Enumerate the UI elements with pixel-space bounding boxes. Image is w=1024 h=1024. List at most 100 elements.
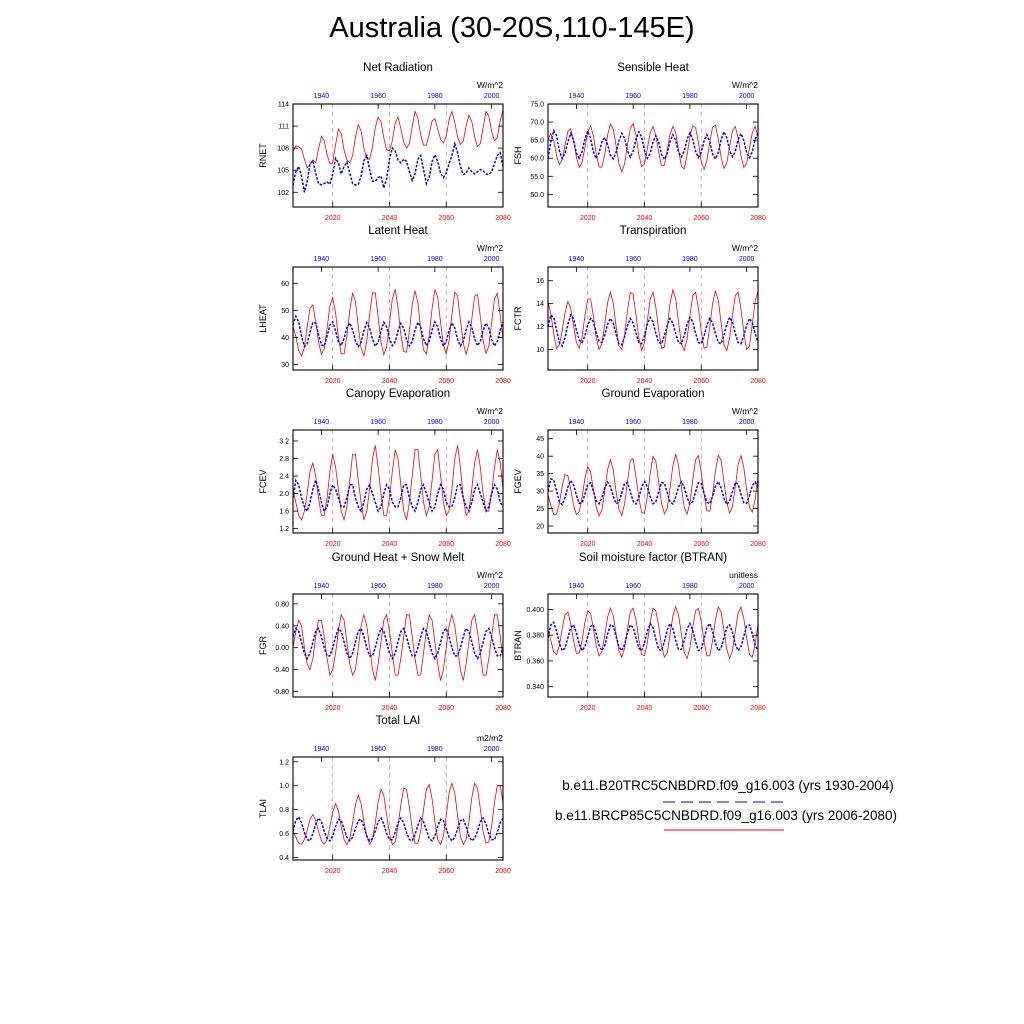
x-tick-label: 2020: [325, 705, 341, 712]
legend-future-swatch: [664, 829, 784, 831]
y-tick-label: 0.340: [526, 684, 544, 691]
x-tick-label: 2080: [750, 541, 766, 548]
x-tick-label: 2020: [580, 378, 596, 385]
x-tick-label: 2060: [693, 541, 709, 548]
plot-frame: [292, 756, 504, 861]
top-tick-label: 1940: [569, 583, 585, 590]
y-axis-label: FGR: [258, 636, 268, 655]
page-title: Australia (30-20S,110-145E): [329, 12, 695, 44]
panel-title: Ground Heat + Snow Melt: [332, 552, 465, 564]
legend-historical-label: b.e11.B20TRC5CNBDRD.f09_g16.003 (yrs 193…: [562, 778, 894, 793]
panel-title: Sensible Heat: [617, 62, 689, 74]
y-tick-label: 1.6: [279, 509, 289, 516]
y-tick-label: 1.2: [279, 759, 289, 766]
chart-panel: Canopy Evaporation W/m^2 FCEV 1.2 1.6 2.0 2.4 2…: [258, 388, 511, 548]
y-tick-label: 108: [277, 146, 289, 153]
top-tick-label: 2000: [739, 256, 755, 263]
plot-frame: [292, 103, 504, 208]
x-tick-label: 2020: [580, 215, 596, 222]
top-tick-label: 1960: [625, 93, 641, 100]
chart-panel: Ground Evaporation W/m^2 FGEV 20 25 30 35 40 45 2…: [513, 388, 766, 548]
top-tick-label: 1960: [370, 746, 386, 753]
units-label: W/m^2: [477, 80, 503, 90]
x-tick-label: 2080: [495, 215, 511, 222]
x-tick-label: 2080: [750, 378, 766, 385]
plot-frame: [547, 429, 759, 534]
top-tick-label: 1960: [370, 419, 386, 426]
x-tick-label: 2060: [438, 215, 454, 222]
x-tick-label: 2080: [750, 215, 766, 222]
top-tick-label: 1980: [427, 93, 443, 100]
x-tick-label: 2020: [325, 378, 341, 385]
y-tick-label: 0.6: [279, 831, 289, 838]
x-tick-label: 2020: [325, 868, 341, 875]
y-tick-label: 30: [536, 489, 544, 496]
x-tick-label: 2060: [438, 868, 454, 875]
panel-title: Canopy Evaporation: [346, 388, 450, 400]
top-tick-label: 1940: [314, 256, 330, 263]
y-tick-label: 16: [536, 278, 544, 285]
y-tick-label: 105: [277, 168, 289, 175]
future-series-line: [292, 109, 504, 169]
top-tick-label: 1940: [314, 583, 330, 590]
panel-title: Ground Evaporation: [602, 388, 705, 400]
x-tick-label: 2040: [637, 215, 653, 222]
y-tick-label: 0.80: [275, 601, 289, 608]
y-tick-label: 65.0: [530, 138, 544, 145]
chart-panel: Soil moisture factor (BTRAN)unitless BTRA…: [513, 552, 766, 712]
top-tick-label: 1940: [569, 419, 585, 426]
y-tick-label: 30: [281, 362, 289, 369]
future-series-line: [292, 445, 504, 522]
top-tick-label: 2000: [484, 93, 500, 100]
y-tick-label: 1.0: [279, 783, 289, 790]
chart-panel: Net Radiation W/m^2 RNET 102 105 108 111 114 202…: [258, 62, 511, 222]
x-tick-label: 2040: [637, 705, 653, 712]
y-tick-label: 25: [536, 506, 544, 513]
y-tick-label: 2.4: [279, 474, 289, 481]
top-tick-label: 2000: [484, 256, 500, 263]
top-tick-label: 1940: [314, 746, 330, 753]
panel-title: Transpiration: [620, 225, 687, 237]
y-tick-label: 3.2: [279, 438, 289, 445]
y-tick-label: -0.80: [273, 689, 289, 696]
y-tick-label: 60.0: [530, 156, 544, 163]
top-tick-label: 1960: [625, 256, 641, 263]
historical-series-line: [292, 140, 504, 193]
top-tick-label: 1940: [314, 93, 330, 100]
y-axis-label: FGEV: [513, 469, 523, 494]
top-tick-label: 1980: [427, 256, 443, 263]
future-series-line: [547, 122, 759, 174]
chart-panel: Latent Heat W/m^2 LHEAT 30 40 50 60 2020 2040 206…: [258, 225, 511, 385]
chart-panel: Sensible Heat W/m^2 FSH 50.0 55.0 60.0 65.0 70.…: [513, 62, 766, 222]
top-tick-label: 2000: [484, 583, 500, 590]
y-axis-label: FCTR: [513, 306, 523, 330]
historical-series-line: [292, 314, 504, 349]
plot-frame: [292, 266, 504, 371]
top-tick-label: 2000: [484, 746, 500, 753]
top-tick-label: 2000: [739, 419, 755, 426]
plot-frame: [547, 593, 759, 698]
top-tick-label: 1980: [682, 93, 698, 100]
top-tick-label: 2000: [484, 419, 500, 426]
y-tick-label: 114: [278, 102, 289, 109]
y-axis-label: BTRAN: [513, 630, 523, 661]
y-tick-label: 0.380: [526, 633, 544, 640]
x-tick-label: 2080: [495, 378, 511, 385]
y-tick-label: 0.400: [526, 607, 544, 614]
historical-series-line: [547, 620, 759, 653]
legend-future-label: b.e11.BRCP85C5CNBDRD.f09_g16.003 (yrs 20…: [555, 808, 897, 823]
x-tick-label: 2020: [325, 215, 341, 222]
y-axis-label: FCEV: [258, 469, 268, 493]
y-tick-label: 40: [536, 454, 544, 461]
y-tick-label: 1.2: [279, 526, 289, 533]
y-tick-label: 75.0: [530, 102, 544, 109]
future-series-line: [292, 781, 504, 846]
y-axis-label: TLAI: [258, 799, 268, 818]
y-tick-label: 0.00: [275, 645, 289, 652]
panel-title: Net Radiation: [363, 62, 433, 74]
future-series-line: [547, 453, 759, 517]
y-axis-label: FSH: [513, 147, 523, 165]
plot-frame: [547, 266, 759, 371]
y-axis-label: RNET: [258, 143, 268, 168]
x-tick-label: 2080: [495, 868, 511, 875]
